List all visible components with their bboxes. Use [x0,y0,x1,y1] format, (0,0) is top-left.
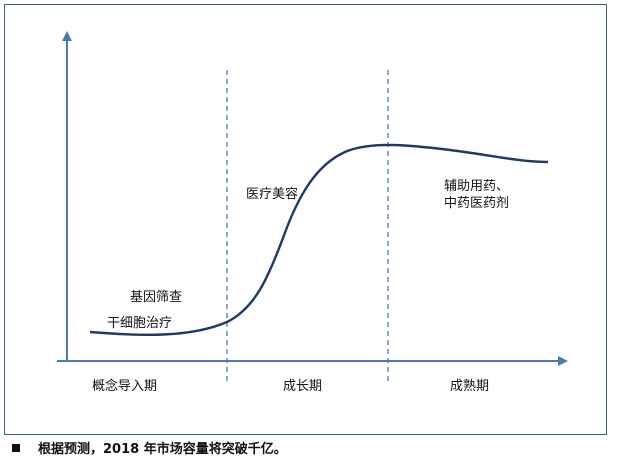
label-stem-cell-therapy: 干细胞治疗 [107,316,173,331]
label-medical-cosmetology: 医疗美容 [246,187,299,202]
footnote-text: 根据预测，2018 年市场容量将突破千亿。 [38,442,287,457]
stage-label-growth: 成长期 [283,379,323,394]
square-bullet-icon [12,444,20,452]
stage-label-introduction: 概念导入期 [92,379,158,394]
label-adjuvant-drugs-line2: 中药医药剂 [444,196,510,211]
label-adjuvant-drugs-line1: 辅助用药、 [444,179,510,194]
figure-frame [4,4,607,435]
footnote: 根据预测，2018 年市场容量将突破千亿。 [12,441,287,459]
lifecycle-curve [89,143,549,337]
label-gene-screening: 基因筛查 [130,290,183,305]
stage-label-maturity: 成熟期 [450,379,490,394]
